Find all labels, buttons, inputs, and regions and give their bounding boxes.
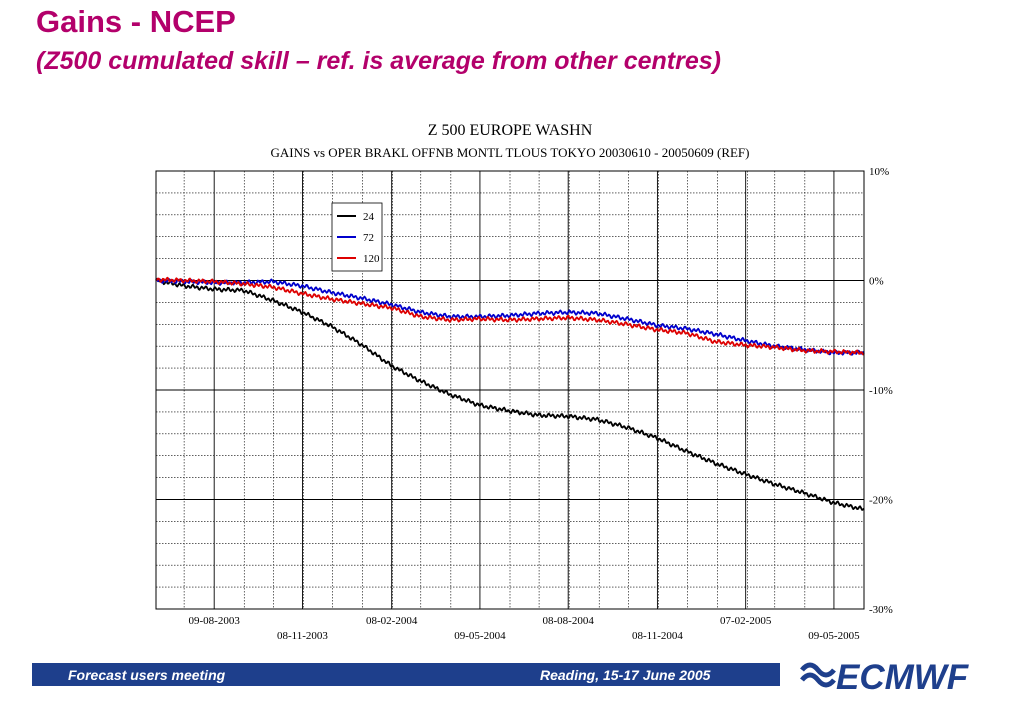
chart-subtitle: GAINS vs OPER BRAKL OFFNB MONTL TLOUS TO… [271, 145, 750, 160]
legend-label: 24 [363, 211, 375, 223]
logo-wordmark: ECMWF [836, 658, 970, 696]
x-tick-label: 07-02-2005 [720, 615, 772, 627]
x-tick-label: 09-05-2005 [808, 630, 860, 642]
legend-label: 72 [363, 232, 374, 244]
y-tick-label: -30% [869, 604, 893, 616]
footer-event-text: Forecast users meeting [68, 667, 226, 683]
plot-frame [155, 170, 865, 610]
footer-bar [32, 663, 780, 686]
x-tick-label: 08-11-2003 [277, 630, 328, 642]
axis-layer: 10% 0% -10% -20% -30% 09-08-2003 08-11-2003 08-… [155, 166, 893, 642]
x-tick-label: 09-05-2004 [454, 630, 506, 642]
series-line-24 [155, 277, 865, 511]
series-line-120 [155, 276, 864, 356]
series-layer [155, 276, 865, 511]
gains-chart: Z 500 EUROPE WASHN GAINS vs OPER BRAKL O… [155, 122, 893, 642]
x-tick-label: 09-08-2003 [189, 615, 241, 627]
footer-venue-date: Reading, 15-17 June 2005 [540, 667, 711, 683]
y-tick-label: -10% [869, 385, 893, 397]
x-tick-label: 08-11-2004 [632, 630, 683, 642]
series-line-72 [155, 277, 865, 356]
y-tick-label: -20% [869, 495, 893, 507]
slide-subtitle: (Z500 cumulated skill – ref. is average … [36, 47, 721, 75]
grid-layer [156, 170, 865, 610]
ecmwf-logo: ECMWF [800, 658, 970, 696]
y-tick-label: 10% [869, 166, 889, 178]
logo-wave-mark [800, 662, 836, 688]
legend-label: 120 [363, 253, 380, 265]
x-tick-label: 08-08-2004 [543, 615, 595, 627]
slide-title: Gains - NCEP [36, 4, 236, 39]
chart-title: Z 500 EUROPE WASHN [428, 122, 593, 139]
legend: 24 72 120 [331, 202, 383, 272]
x-tick-label: 08-02-2004 [366, 615, 418, 627]
y-tick-label: 0% [869, 276, 884, 288]
